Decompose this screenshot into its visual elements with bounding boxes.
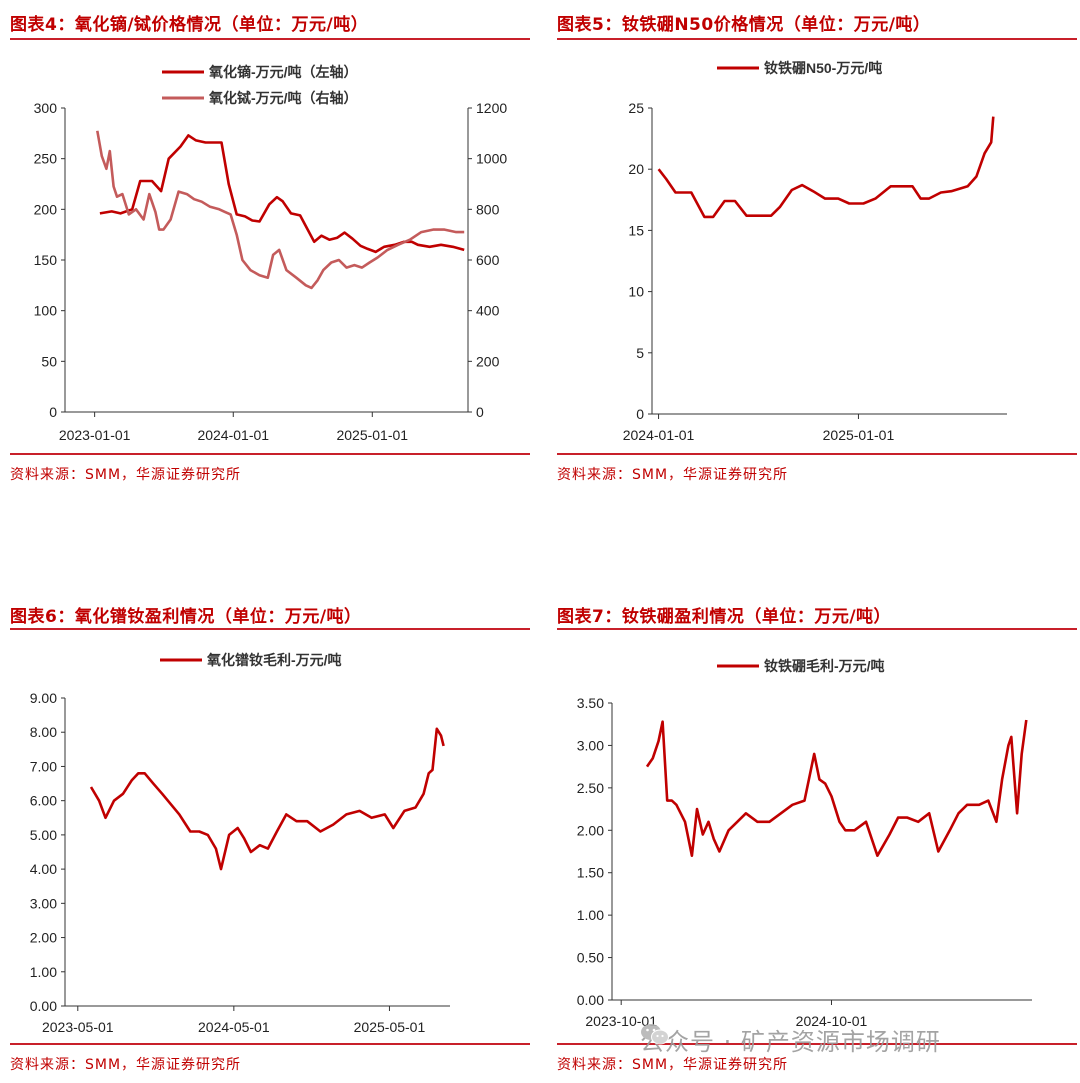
y2-tick-label: 400 — [476, 303, 500, 319]
y2-tick-label: 600 — [476, 252, 500, 268]
source-note: 资料来源：SMM，华源证券研究所 — [10, 467, 242, 483]
x-tick-label: 2025-05-01 — [354, 1019, 426, 1035]
y-tick-label: 9.00 — [30, 690, 57, 706]
y2-tick-label: 1000 — [476, 151, 507, 167]
y2-tick-label: 800 — [476, 201, 500, 217]
y-tick-label: 50 — [41, 353, 57, 369]
y-tick-label: 4.00 — [30, 861, 57, 877]
y-tick-label: 1.00 — [577, 907, 604, 923]
chart-svg: 0.00 0.50 1.00 1.50 2.00 2.50 3.00 3.50 2023-10-… — [577, 658, 1032, 1029]
y-tick-label: 100 — [34, 303, 58, 319]
chart-title: 图表4：氧化镝/铽价格情况（单位：万元/吨） — [10, 15, 369, 35]
legend-label-0: 氧化镝-万元/吨（左轴） — [208, 64, 358, 80]
x-tick-label: 2024-10-01 — [796, 1013, 868, 1029]
series-line-0 — [89, 727, 445, 871]
y-tick-label: 6.00 — [30, 793, 57, 809]
watermark-text: 公众号 · 矿产资源市场调研 — [640, 1028, 941, 1056]
series-line-1 — [96, 130, 465, 290]
series-line-0 — [657, 116, 995, 219]
title-rule — [10, 628, 530, 630]
y-tick-label: 1.50 — [577, 865, 604, 881]
y-tick-label: 8.00 — [30, 724, 57, 740]
chart-panel-prnd-margin: 图表6：氧化镨钕盈利情况（单位：万元/吨） 0.00 1.00 2.00 3.00 4.… — [10, 602, 532, 1082]
x-tick-label: 2025-01-01 — [336, 427, 408, 443]
x-tick-label: 2025-01-01 — [823, 427, 895, 443]
y-tick-label: 5 — [636, 345, 644, 361]
source-rule — [557, 1043, 1077, 1045]
source-rule — [557, 453, 1077, 455]
chart-title: 图表7：钕铁硼盈利情况（单位：万元/吨） — [557, 607, 892, 627]
legend-label-0: 钕铁硼毛利-万元/吨 — [764, 658, 885, 674]
y-tick-label: 15 — [628, 222, 644, 238]
title-rule — [557, 628, 1077, 630]
legend-label-0: 氧化镨钕毛利-万元/吨 — [206, 652, 342, 668]
y-tick-label: 200 — [34, 201, 58, 217]
x-tick-label: 2024-05-01 — [198, 1019, 270, 1035]
y-tick-label: 0.00 — [577, 992, 604, 1008]
source-rule — [10, 1043, 530, 1045]
title-rule — [10, 38, 530, 40]
y-tick-label: 0 — [49, 404, 57, 420]
y-tick-label: 5.00 — [30, 827, 57, 843]
source-rule — [10, 453, 530, 455]
source-note: 资料来源：SMM，华源证券研究所 — [557, 467, 789, 483]
y-tick-label: 2.00 — [577, 822, 604, 838]
chart-svg: 0 50 100 150 200 250 300 0 200 400 600 800 1000 1200 2… — [34, 64, 508, 443]
source-note: 资料来源：SMM，华源证券研究所 — [557, 1057, 789, 1073]
x-tick-label: 2023-05-01 — [42, 1019, 114, 1035]
y-tick-label: 2.50 — [577, 780, 604, 796]
legend-label-1: 氧化铽-万元/吨（右轴） — [208, 90, 358, 106]
y-tick-label: 150 — [34, 252, 58, 268]
chart-title: 图表5：钕铁硼N50价格情况（单位：万元/吨） — [557, 15, 931, 35]
wechat-icon — [641, 1024, 669, 1045]
y-tick-label: 3.00 — [577, 737, 604, 753]
y-tick-label: 10 — [628, 284, 644, 300]
chart-title: 图表6：氧化镨钕盈利情况（单位：万元/吨） — [10, 607, 362, 627]
legend-label-0: 钕铁硼N50-万元/吨 — [764, 60, 882, 76]
y-tick-label: 1.00 — [30, 964, 57, 980]
x-tick-label: 2024-01-01 — [623, 427, 695, 443]
y-tick-label: 2.00 — [30, 930, 57, 946]
y-tick-label: 7.00 — [30, 758, 57, 774]
y-tick-label: 25 — [628, 100, 644, 116]
y-tick-label: 0.50 — [577, 950, 604, 966]
y-tick-label: 3.00 — [30, 895, 57, 911]
y-tick-label: 300 — [34, 100, 58, 116]
y-tick-label: 250 — [34, 151, 58, 167]
chart-panel-ndfeb-price: 图表5：钕铁硼N50价格情况（单位：万元/吨） 0 5 10 15 20 25 2024-0… — [557, 10, 1079, 490]
watermark: 公众号 · 矿产资源市场调研 — [640, 1022, 941, 1057]
chart-panel-dy-tb: 图表4：氧化镝/铽价格情况（单位：万元/吨） 0 50 100 150 200 250 30… — [10, 10, 532, 490]
series-line-0 — [99, 134, 465, 254]
y-tick-label: 20 — [628, 161, 644, 177]
y2-tick-label: 0 — [476, 404, 484, 420]
chart-svg: 0.00 1.00 2.00 3.00 4.00 5.00 6.00 7.00 8.00 9.00… — [30, 652, 450, 1035]
source-note: 资料来源：SMM，华源证券研究所 — [10, 1057, 242, 1073]
y2-tick-label: 200 — [476, 353, 500, 369]
series-line-0 — [645, 719, 1028, 857]
chart-svg: 0 5 10 15 20 25 2024-01-01 2025-01-01 钕铁硼N50-万元/… — [623, 60, 1007, 443]
y2-tick-label: 1200 — [476, 100, 507, 116]
y-tick-label: 0 — [636, 406, 644, 422]
title-rule — [557, 38, 1077, 40]
y-tick-label: 3.50 — [577, 695, 604, 711]
x-tick-label: 2023-10-01 — [585, 1013, 657, 1029]
y-tick-label: 0.00 — [30, 998, 57, 1014]
x-tick-label: 2024-01-01 — [197, 427, 269, 443]
chart-panel-ndfeb-margin: 图表7：钕铁硼盈利情况（单位：万元/吨） 0.00 0.50 1.00 1.50 2.0… — [557, 602, 1079, 1082]
x-tick-label: 2023-01-01 — [59, 427, 131, 443]
